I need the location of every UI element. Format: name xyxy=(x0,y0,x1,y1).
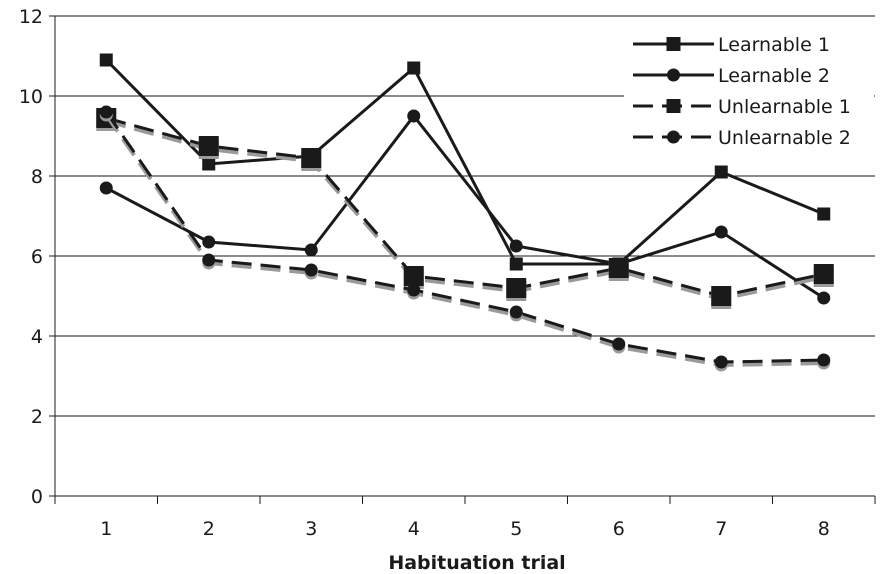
data-point xyxy=(608,258,629,278)
data-point xyxy=(714,225,728,239)
data-point xyxy=(304,263,318,277)
series-line xyxy=(105,111,824,364)
data-point xyxy=(612,337,626,351)
legend: Learnable 1 Learnable 2 Unlearnable 1 Unlea… xyxy=(624,20,874,150)
x-axis-title: Habituation trial xyxy=(388,552,565,574)
gridlines xyxy=(55,15,875,417)
data-point xyxy=(407,61,421,75)
data-point xyxy=(711,286,732,306)
x-tick-label: 4 xyxy=(408,518,420,540)
data-point xyxy=(202,253,216,267)
data-point xyxy=(813,264,834,284)
series-line xyxy=(105,58,825,266)
y-axis-ticks: 0 2 4 6 8 10 12 xyxy=(19,6,55,508)
legend-marker-square xyxy=(666,37,681,51)
data-point xyxy=(198,136,219,156)
data-point xyxy=(407,109,421,123)
x-tick-label: 6 xyxy=(613,518,625,540)
series-line-shadow xyxy=(104,113,824,368)
y-tick-label: 0 xyxy=(31,486,43,508)
y-tick-label: 10 xyxy=(19,86,43,108)
data-point xyxy=(714,165,728,179)
series-unlearnable-2 xyxy=(99,105,831,372)
data-point xyxy=(509,257,523,271)
data-point xyxy=(99,105,113,119)
data-point xyxy=(506,278,527,298)
data-point xyxy=(407,283,421,297)
series-learnable-2 xyxy=(99,109,831,305)
y-tick-label: 2 xyxy=(31,406,43,428)
series-unlearnable-1 xyxy=(96,108,834,309)
data-point xyxy=(202,157,216,171)
data-point xyxy=(99,53,113,67)
data-point xyxy=(99,181,113,195)
data-point xyxy=(304,243,318,257)
legend-label: Learnable 2 xyxy=(718,65,830,87)
series-line xyxy=(105,116,825,298)
legend-marker-circle xyxy=(667,68,680,82)
legend-background xyxy=(624,20,874,150)
data-point xyxy=(817,353,831,367)
legend-marker-circle xyxy=(667,130,680,144)
y-tick-label: 6 xyxy=(31,246,43,268)
y-tick-label: 8 xyxy=(31,166,43,188)
x-tick-label: 5 xyxy=(510,518,522,540)
legend-label: Learnable 1 xyxy=(718,34,830,56)
x-tick-label: 1 xyxy=(100,518,112,540)
x-tick-label: 7 xyxy=(715,518,727,540)
data-point xyxy=(509,239,523,253)
legend-label: Unlearnable 1 xyxy=(718,96,851,118)
y-tick-label: 4 xyxy=(31,326,43,348)
series-line xyxy=(105,113,825,300)
data-point xyxy=(403,266,424,286)
data-point xyxy=(509,305,523,319)
series-group xyxy=(96,53,834,372)
data-point xyxy=(202,235,216,249)
x-tick-label: 8 xyxy=(818,518,830,540)
data-point xyxy=(817,207,831,221)
legend-label: Unlearnable 2 xyxy=(718,127,851,149)
legend-marker-square xyxy=(666,99,681,113)
series-line-shadow xyxy=(105,119,825,302)
x-axis-ticks: 1 2 3 4 5 6 7 8 xyxy=(54,496,876,540)
data-point xyxy=(714,355,728,369)
data-point xyxy=(817,291,831,305)
data-point xyxy=(301,148,322,168)
y-tick-label: 12 xyxy=(19,6,43,28)
x-tick-label: 3 xyxy=(305,518,317,540)
x-tick-label: 2 xyxy=(203,518,215,540)
